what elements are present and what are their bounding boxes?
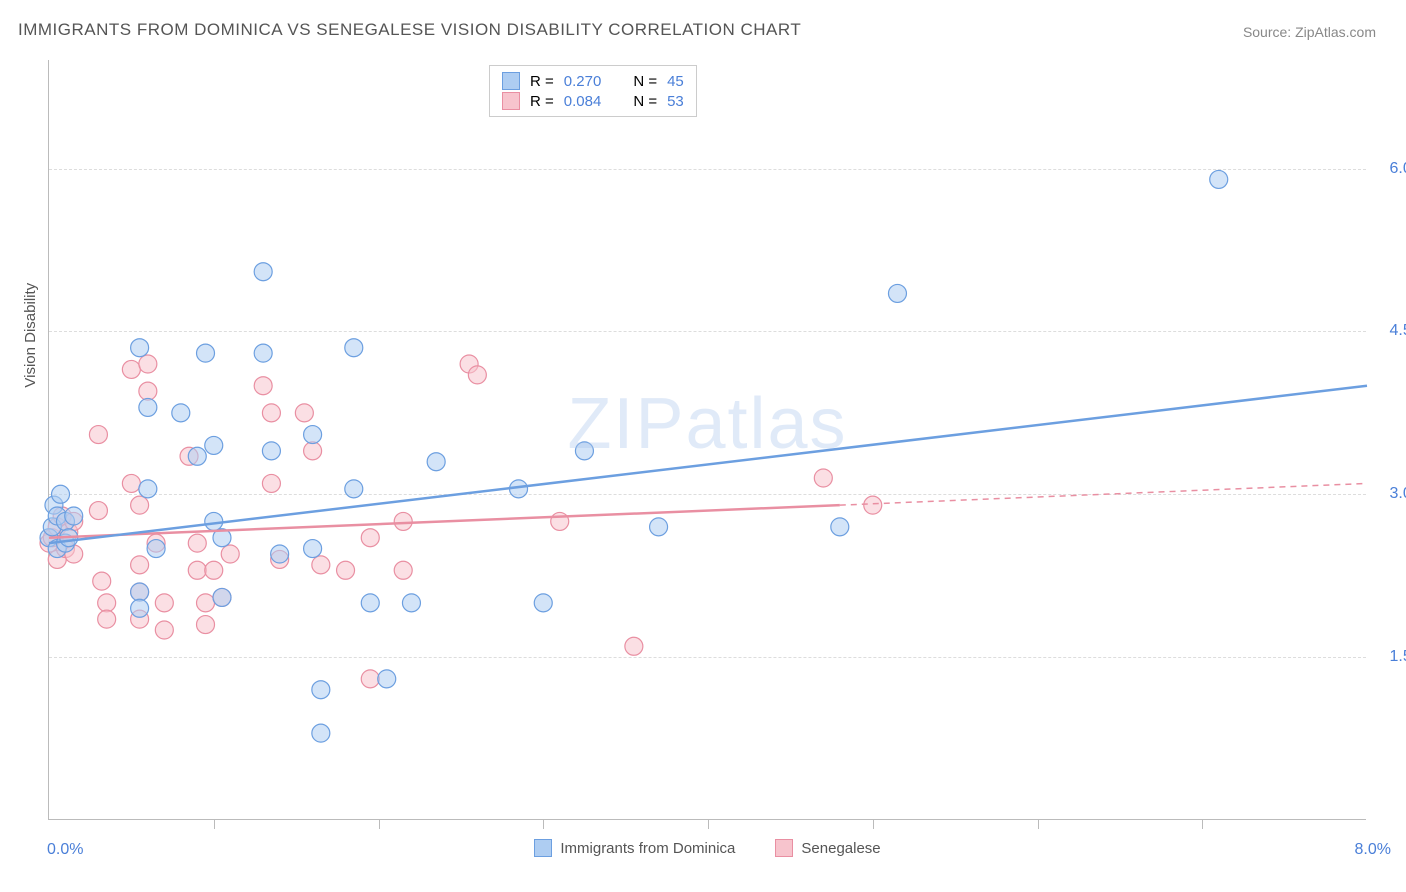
y-tick-label: 6.0%	[1390, 160, 1406, 178]
r-label: R =	[530, 93, 554, 110]
n-value: 53	[667, 93, 684, 110]
swatch-icon	[534, 839, 552, 857]
legend-item: Immigrants from Dominica	[534, 839, 735, 857]
series-legend: Immigrants from Dominica Senegalese	[49, 839, 1366, 857]
n-label: N =	[633, 73, 657, 90]
y-tick-label: 3.0%	[1390, 485, 1406, 503]
correlation-legend: R = 0.270 N = 45 R = 0.084 N = 53	[489, 65, 697, 117]
legend-item: Senegalese	[775, 839, 880, 857]
y-tick-label: 1.5%	[1390, 648, 1406, 666]
r-value: 0.084	[564, 93, 602, 110]
y-tick-label: 4.5%	[1390, 322, 1406, 340]
chart-title: IMMIGRANTS FROM DOMINICA VS SENEGALESE V…	[18, 20, 801, 40]
legend-row-dominica: R = 0.270 N = 45	[502, 72, 684, 90]
y-axis-label: Vision Disability	[22, 283, 39, 388]
scatter-chart	[49, 60, 1366, 819]
swatch-icon	[775, 839, 793, 857]
n-value: 45	[667, 73, 684, 90]
r-value: 0.270	[564, 73, 602, 90]
r-label: R =	[530, 73, 554, 90]
series-name: Immigrants from Dominica	[560, 840, 735, 857]
series-name: Senegalese	[801, 840, 880, 857]
n-label: N =	[633, 93, 657, 110]
plot-area: ZIPatlas R = 0.270 N = 45 R = 0.084 N = …	[48, 60, 1366, 820]
legend-row-senegalese: R = 0.084 N = 53	[502, 92, 684, 110]
swatch-icon	[502, 92, 520, 110]
swatch-icon	[502, 72, 520, 90]
source-label: Source: ZipAtlas.com	[1243, 24, 1376, 40]
